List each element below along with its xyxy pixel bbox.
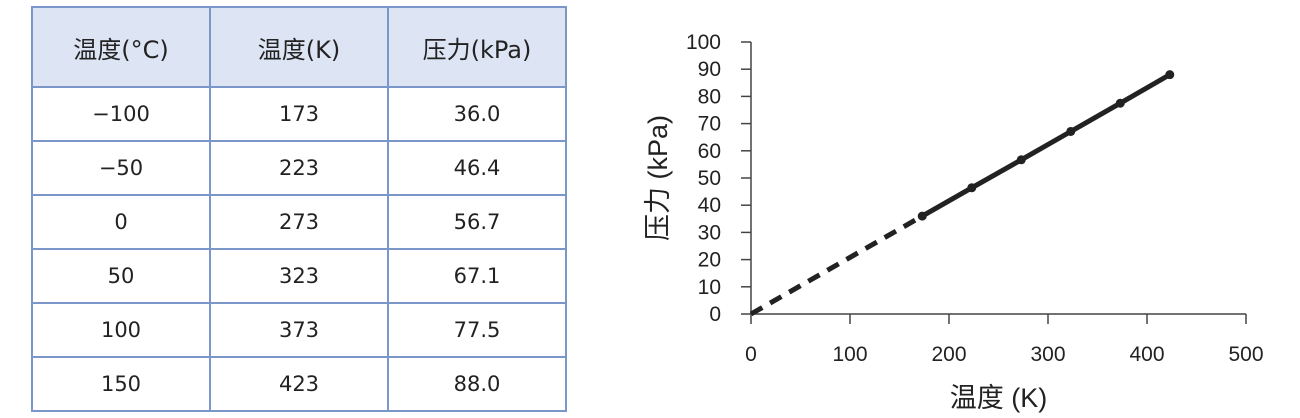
y-tick-label: 30 [698,221,721,244]
cell-kelvin: 373 [209,302,389,358]
y-tick-label: 50 [698,167,721,190]
table-row: 150 423 88.0 [31,356,567,412]
cell-celsius: −100 [31,86,211,142]
cell-pressure: 56.7 [387,194,567,250]
data-point [1165,70,1175,80]
cell-pressure: 36.0 [387,86,567,142]
x-tick-label: 400 [1129,343,1164,366]
y-tick-label: 100 [686,31,721,54]
cell-kelvin: 323 [209,248,389,304]
y-tick-label: 20 [698,249,721,272]
cell-kelvin: 173 [209,86,389,142]
data-point [967,183,977,193]
pressure-temperature-chart: 0 100 200 300 400 500 0 10 20 30 40 50 60 70 80 90 100 温… [643,31,1264,413]
table-row: 100 373 77.5 [31,302,567,358]
y-tick-label: 90 [698,58,721,81]
y-tick-label: 70 [698,113,721,136]
table-row: −100 173 36.0 [31,86,567,142]
table-header-row: 温度(°C) 温度(K) 压力(kPa) [31,6,567,88]
header-temp-celsius: 温度(°C) [31,6,211,88]
header-temp-kelvin: 温度(K) [209,6,389,88]
table-row: −50 223 46.4 [31,140,567,196]
data-point [1115,98,1125,108]
table-row: 0 273 56.7 [31,194,567,250]
x-tick-label: 100 [832,343,867,366]
cell-kelvin: 223 [209,140,389,196]
data-point [917,211,927,221]
extrapolation-line [749,213,924,317]
y-tick-label: 0 [709,303,721,326]
x-tick-label: 0 [745,343,757,366]
chart-axes: 0 100 200 300 400 500 0 10 20 30 40 50 60 70 80 90 100 [686,31,1264,366]
cell-celsius: 50 [31,248,211,304]
chart-marks [749,70,1175,317]
data-point [1016,155,1026,165]
y-tick-label: 10 [698,276,721,299]
y-tick-label: 40 [698,194,721,217]
table-row: 50 323 67.1 [31,248,567,304]
y-tick-label: 80 [698,85,721,108]
cell-celsius: −50 [31,140,211,196]
cell-celsius: 0 [31,194,211,250]
cell-celsius: 100 [31,302,211,358]
data-table: 温度(°C) 温度(K) 压力(kPa) −100 173 36.0 −50 2… [31,6,567,412]
cell-pressure: 67.1 [387,248,567,304]
x-tick-label: 300 [1030,343,1065,366]
header-pressure: 压力(kPa) [387,6,567,88]
y-tick-label: 60 [698,140,721,163]
cell-kelvin: 273 [209,194,389,250]
x-tick-label: 500 [1228,343,1263,366]
y-axis-label: 压力 (kPa) [643,115,673,241]
cell-kelvin: 423 [209,356,389,412]
cell-pressure: 77.5 [387,302,567,358]
data-point [1066,126,1076,136]
x-tick-label: 200 [931,343,966,366]
x-axis-label: 温度 (K) [950,383,1048,413]
cell-pressure: 88.0 [387,356,567,412]
series-line [919,72,1173,219]
cell-celsius: 150 [31,356,211,412]
cell-pressure: 46.4 [387,140,567,196]
